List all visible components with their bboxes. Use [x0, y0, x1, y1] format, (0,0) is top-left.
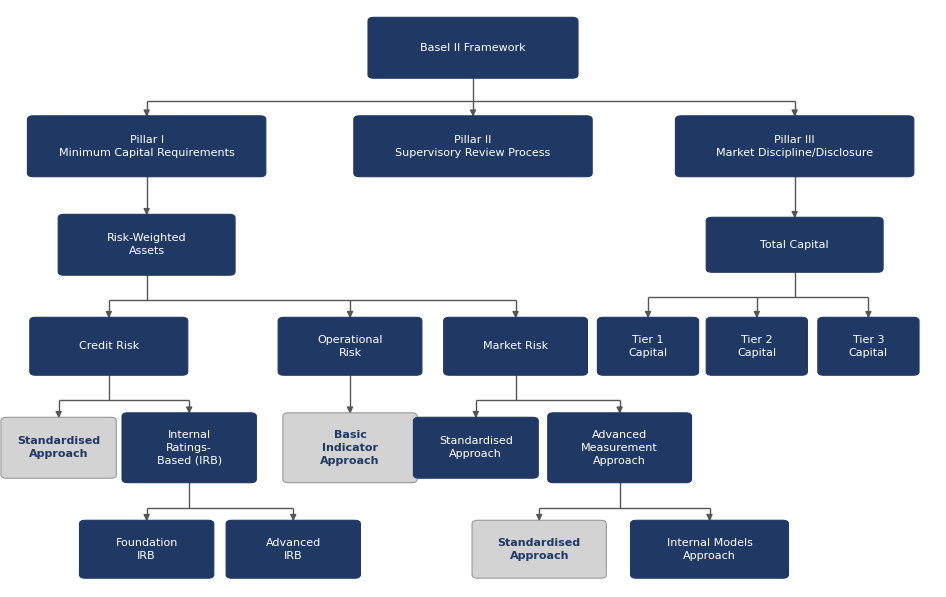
FancyBboxPatch shape [598, 318, 698, 376]
Text: Pillar II
Supervisory Review Process: Pillar II Supervisory Review Process [395, 135, 551, 158]
FancyBboxPatch shape [817, 318, 919, 376]
Text: Tier 3
Capital: Tier 3 Capital [849, 335, 888, 358]
Text: Standardised
Approach: Standardised Approach [439, 436, 513, 459]
FancyBboxPatch shape [283, 413, 417, 482]
Text: Advanced
Measurement
Approach: Advanced Measurement Approach [581, 430, 658, 466]
FancyBboxPatch shape [444, 318, 587, 376]
FancyBboxPatch shape [548, 413, 692, 482]
FancyBboxPatch shape [706, 318, 808, 376]
FancyBboxPatch shape [27, 116, 266, 177]
Text: Total Capital: Total Capital [761, 240, 829, 250]
FancyBboxPatch shape [368, 17, 578, 78]
Text: Market Risk: Market Risk [483, 341, 548, 351]
Text: Internal Models
Approach: Internal Models Approach [667, 538, 752, 561]
FancyBboxPatch shape [354, 116, 592, 177]
Text: Standardised
Approach: Standardised Approach [17, 436, 100, 459]
FancyBboxPatch shape [413, 417, 538, 478]
Text: Internal
Ratings-
Based (IRB): Internal Ratings- Based (IRB) [157, 430, 221, 466]
FancyBboxPatch shape [675, 116, 914, 177]
FancyBboxPatch shape [30, 318, 187, 376]
FancyBboxPatch shape [122, 413, 256, 482]
FancyBboxPatch shape [630, 520, 789, 578]
FancyBboxPatch shape [1, 417, 116, 478]
Text: Credit Risk: Credit Risk [79, 341, 139, 351]
Text: Tier 1
Capital: Tier 1 Capital [628, 335, 668, 358]
Text: Pillar III
Market Discipline/Disclosure: Pillar III Market Discipline/Disclosure [716, 135, 873, 158]
Text: Operational
Risk: Operational Risk [317, 335, 383, 358]
Text: Tier 2
Capital: Tier 2 Capital [737, 335, 777, 358]
FancyBboxPatch shape [226, 520, 360, 578]
Text: Standardised
Approach: Standardised Approach [498, 538, 581, 561]
FancyBboxPatch shape [278, 318, 422, 376]
Text: Advanced
IRB: Advanced IRB [266, 538, 321, 561]
FancyBboxPatch shape [59, 214, 235, 275]
Text: Basic
Indicator
Approach: Basic Indicator Approach [321, 430, 379, 466]
Text: Basel II Framework: Basel II Framework [420, 43, 526, 53]
FancyBboxPatch shape [706, 217, 884, 272]
FancyBboxPatch shape [79, 520, 214, 578]
Text: Risk-Weighted
Assets: Risk-Weighted Assets [107, 233, 186, 256]
FancyBboxPatch shape [472, 520, 606, 578]
Text: Pillar I
Minimum Capital Requirements: Pillar I Minimum Capital Requirements [59, 135, 235, 158]
Text: Foundation
IRB: Foundation IRB [115, 538, 178, 561]
